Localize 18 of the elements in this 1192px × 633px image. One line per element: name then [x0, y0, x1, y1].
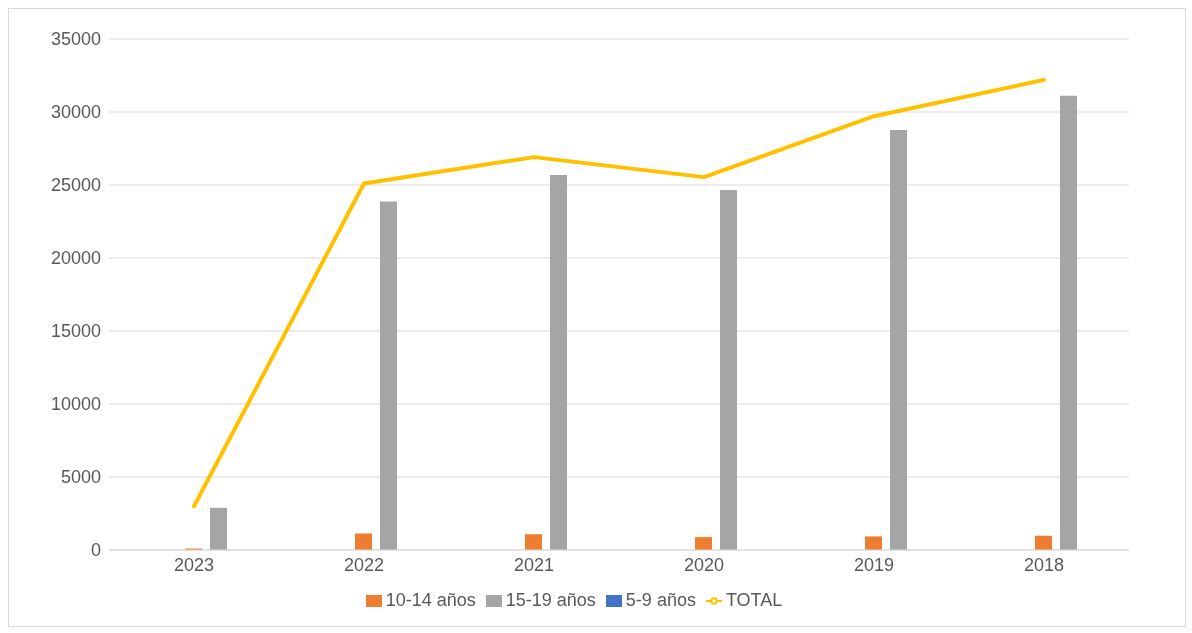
- y-tick-label: 35000: [50, 29, 101, 50]
- x-tick-label: 2019: [853, 554, 895, 575]
- x-tick-label: 2020: [683, 554, 725, 575]
- y-tick-label: 10000: [50, 394, 101, 415]
- x-tick-label: 2018: [1023, 554, 1065, 575]
- y-tick-label: 0: [90, 540, 101, 561]
- y-tick-label: 25000: [50, 175, 101, 196]
- legend-label: 10-14 años: [385, 590, 476, 610]
- y-tick-label: 20000: [50, 248, 101, 269]
- x-tick-label: 2021: [513, 554, 555, 575]
- x-tick-label: 2023: [173, 554, 215, 575]
- legend-label: TOTAL: [725, 590, 783, 610]
- y-tick-label: 30000: [50, 102, 101, 123]
- x-tick-label: 2022: [343, 554, 385, 575]
- y-tick-label: 5000: [60, 467, 101, 488]
- y-tick-label: 15000: [50, 321, 101, 342]
- legend-label: 15-19 años: [505, 590, 596, 610]
- legend-label: 5-9 años: [625, 590, 696, 610]
